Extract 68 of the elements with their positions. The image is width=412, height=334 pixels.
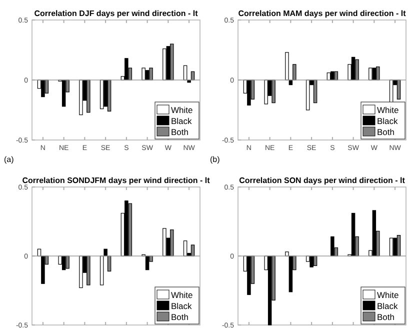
text: (b)	[210, 155, 220, 164]
bar	[66, 256, 70, 269]
bar	[190, 244, 195, 256]
bar	[372, 210, 376, 256]
bar	[149, 68, 153, 80]
bar	[104, 248, 108, 256]
bar	[124, 200, 128, 256]
bar	[100, 256, 104, 286]
bar	[351, 56, 356, 80]
bar	[100, 80, 104, 110]
legend-label: White	[377, 290, 399, 300]
bar	[310, 256, 314, 268]
legend-label: Black	[171, 301, 193, 311]
bar	[124, 58, 128, 80]
bar	[86, 256, 90, 286]
legend-label: Both	[171, 127, 189, 137]
bar	[247, 80, 251, 106]
bar	[170, 229, 174, 256]
bar	[330, 71, 334, 80]
text: (a)	[4, 155, 14, 164]
chart-title: Correlation SONDJFM days per wind direction - lt	[22, 176, 210, 185]
bar	[313, 80, 318, 104]
bar	[351, 212, 356, 256]
bar	[272, 80, 276, 104]
legend-label: Both	[377, 127, 395, 137]
bar	[306, 80, 310, 110]
bar	[285, 52, 289, 80]
bar	[41, 256, 45, 284]
bar	[162, 228, 166, 256]
legend-label: Black	[377, 116, 399, 126]
legend-label: Both	[377, 312, 395, 322]
bar	[41, 80, 45, 98]
bar	[389, 238, 394, 256]
bar	[393, 238, 397, 256]
bar	[79, 256, 83, 288]
bar	[292, 64, 296, 80]
bar	[142, 68, 146, 80]
bar	[376, 66, 380, 80]
bar	[107, 256, 112, 272]
bar	[79, 80, 83, 116]
legend-label: White	[171, 290, 193, 300]
bar	[330, 236, 334, 256]
bar	[288, 256, 293, 292]
bar	[396, 235, 401, 256]
legend-label: Black	[171, 116, 193, 126]
bar	[183, 240, 188, 256]
chart-title: Correlation SON days per wind direction - lt	[239, 176, 406, 185]
chart-title: Correlation DJF days per wind direction - lt	[34, 9, 198, 18]
bar	[355, 59, 359, 80]
bar	[128, 203, 132, 256]
legend-label: Black	[377, 301, 399, 311]
bar	[86, 80, 90, 113]
bar	[368, 68, 372, 80]
bar	[268, 256, 272, 326]
bar	[166, 46, 170, 80]
bar	[264, 80, 268, 104]
bar	[396, 80, 401, 100]
bar	[247, 256, 251, 295]
chart-title: Correlation MAM days per wind direction - lt	[238, 9, 406, 18]
bar	[372, 68, 376, 80]
bar	[107, 80, 112, 112]
legend-label: White	[171, 105, 193, 115]
bar	[162, 48, 166, 80]
bar	[62, 80, 66, 107]
legend-label: White	[377, 105, 399, 115]
bar	[170, 44, 174, 80]
bar	[285, 252, 289, 256]
legend-label: Both	[171, 312, 189, 322]
